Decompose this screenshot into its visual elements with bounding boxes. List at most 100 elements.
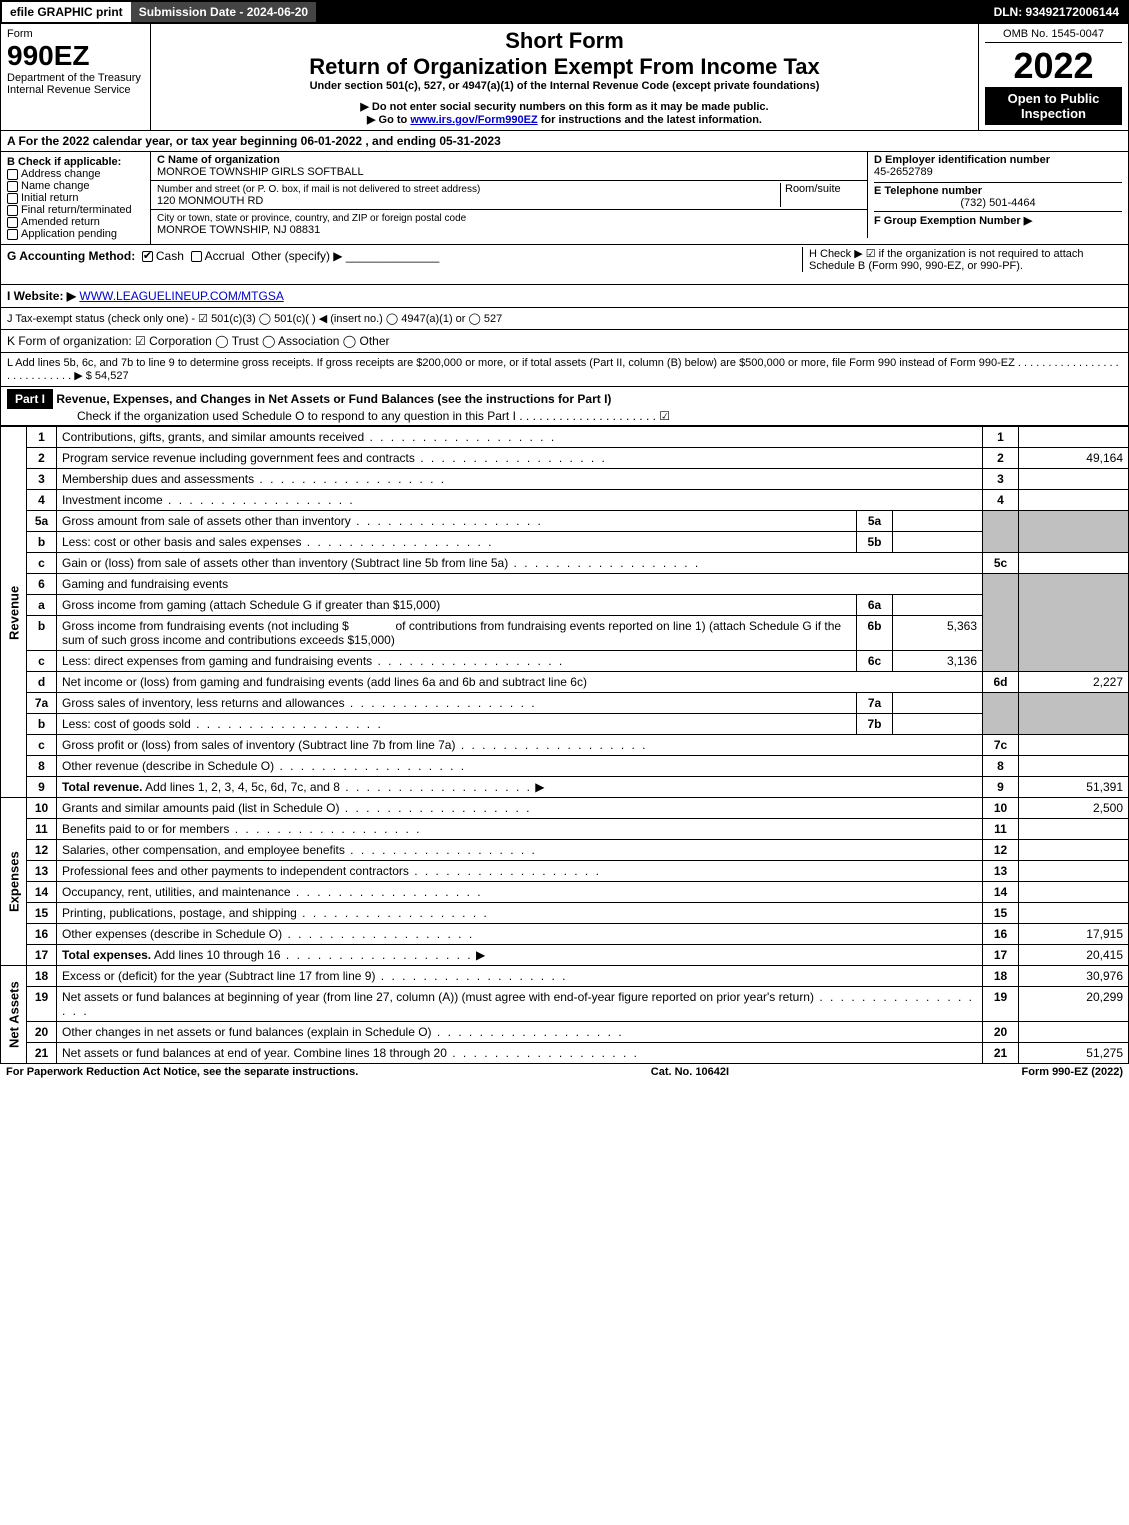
label-cash: Cash bbox=[156, 249, 184, 263]
line-1-box: 1 bbox=[983, 427, 1019, 448]
line-19-box: 19 bbox=[983, 987, 1019, 1022]
topbar: efile GRAPHIC print Submission Date - 20… bbox=[0, 0, 1129, 24]
check-accrual[interactable] bbox=[191, 251, 202, 262]
label-amended-return: Amended return bbox=[21, 216, 100, 228]
line-17-num: 17 bbox=[27, 945, 57, 966]
line-6c-num: c bbox=[27, 651, 57, 672]
section-b: B Check if applicable: Address change Na… bbox=[1, 152, 151, 244]
line-12-desc: Salaries, other compensation, and employ… bbox=[62, 843, 537, 857]
line-7c-amt bbox=[1019, 735, 1129, 756]
check-cash[interactable] bbox=[142, 251, 153, 262]
org-name: MONROE TOWNSHIP GIRLS SOFTBALL bbox=[157, 166, 364, 178]
line-21-box: 21 bbox=[983, 1043, 1019, 1064]
label-final-return: Final return/terminated bbox=[21, 204, 132, 216]
line-16-num: 16 bbox=[27, 924, 57, 945]
open-public: Open to Public Inspection bbox=[985, 87, 1122, 125]
label-initial-return: Initial return bbox=[21, 192, 78, 204]
header-left: Form 990EZ Department of the Treasury In… bbox=[1, 24, 151, 130]
line-9-desc-bold: Total revenue. bbox=[62, 780, 142, 794]
line-4-amt bbox=[1019, 490, 1129, 511]
check-application-pending[interactable] bbox=[7, 229, 18, 240]
line-13-num: 13 bbox=[27, 861, 57, 882]
line-9-box: 9 bbox=[983, 777, 1019, 798]
line-6-num: 6 bbox=[27, 574, 57, 595]
line-8-box: 8 bbox=[983, 756, 1019, 777]
check-initial-return[interactable] bbox=[7, 193, 18, 204]
line-10-num: 10 bbox=[27, 798, 57, 819]
line-5c-desc: Gain or (loss) from sale of assets other… bbox=[62, 556, 700, 570]
footer-mid: Cat. No. 10642I bbox=[651, 1066, 729, 1078]
line-7a-num: 7a bbox=[27, 693, 57, 714]
line-6d-num: d bbox=[27, 672, 57, 693]
line-4-desc: Investment income bbox=[62, 493, 355, 507]
room-suite: Room/suite bbox=[781, 183, 861, 207]
line-5b-midnum: 5b bbox=[857, 532, 893, 553]
line-6b-midamt: 5,363 bbox=[893, 616, 983, 651]
subtitle-2: ▶ Do not enter social security numbers o… bbox=[159, 100, 970, 113]
section-e: E Telephone number (732) 501-4464 bbox=[874, 183, 1122, 212]
line-6b-desc: Gross income from fundraising events (no… bbox=[57, 616, 857, 651]
line-18-box: 18 bbox=[983, 966, 1019, 987]
line-1-amt bbox=[1019, 427, 1129, 448]
line-6d-desc: Net income or (loss) from gaming and fun… bbox=[57, 672, 983, 693]
shaded-7-amt bbox=[1019, 693, 1129, 735]
line-7a-desc: Gross sales of inventory, less returns a… bbox=[62, 696, 537, 710]
line-21-amt: 51,275 bbox=[1019, 1043, 1129, 1064]
line-10-desc: Grants and similar amounts paid (list in… bbox=[62, 801, 531, 815]
line-5b-midamt bbox=[893, 532, 983, 553]
line-21-desc: Net assets or fund balances at end of ye… bbox=[62, 1046, 639, 1060]
shaded-5 bbox=[983, 511, 1019, 553]
part1-check: Check if the organization used Schedule … bbox=[7, 409, 670, 423]
check-amended-return[interactable] bbox=[7, 217, 18, 228]
dept-label: Department of the Treasury Internal Reve… bbox=[7, 72, 144, 96]
city-label: City or town, state or province, country… bbox=[157, 213, 466, 224]
ein-value: 45-2652789 bbox=[874, 166, 933, 178]
line-20-amt bbox=[1019, 1022, 1129, 1043]
label-other: Other (specify) ▶ bbox=[251, 249, 342, 263]
check-name-change[interactable] bbox=[7, 181, 18, 192]
line-3-amt bbox=[1019, 469, 1129, 490]
line-8-desc: Other revenue (describe in Schedule O) bbox=[62, 759, 466, 773]
line-6a-midnum: 6a bbox=[857, 595, 893, 616]
line-17-desc-bold: Total expenses. bbox=[62, 948, 151, 962]
org-name-label: C Name of organization bbox=[157, 154, 280, 166]
section-c-name: C Name of organization MONROE TOWNSHIP G… bbox=[151, 152, 867, 181]
line-12-num: 12 bbox=[27, 840, 57, 861]
subtitle-3: ▶ Go to www.irs.gov/Form990EZ for instru… bbox=[159, 113, 970, 126]
section-a-text: A For the 2022 calendar year, or tax yea… bbox=[7, 134, 501, 148]
line-17-box: 17 bbox=[983, 945, 1019, 966]
check-final-return[interactable] bbox=[7, 205, 18, 216]
shaded-6-amt bbox=[1019, 574, 1129, 672]
expenses-group-label: Expenses bbox=[1, 798, 27, 966]
irs-link[interactable]: www.irs.gov/Form990EZ bbox=[410, 114, 537, 126]
line-11-amt bbox=[1019, 819, 1129, 840]
line-6c-midamt: 3,136 bbox=[893, 651, 983, 672]
label-application-pending: Application pending bbox=[21, 228, 117, 240]
line-16-desc: Other expenses (describe in Schedule O) bbox=[62, 927, 474, 941]
line-6d-amt: 2,227 bbox=[1019, 672, 1129, 693]
footer-right: Form 990-EZ (2022) bbox=[1022, 1066, 1124, 1078]
line-13-amt bbox=[1019, 861, 1129, 882]
sections-cdef: C Name of organization MONROE TOWNSHIP G… bbox=[151, 152, 1128, 244]
line-15-num: 15 bbox=[27, 903, 57, 924]
section-d: D Employer identification number 45-2652… bbox=[874, 154, 1122, 183]
line-5c-box: 5c bbox=[983, 553, 1019, 574]
addr-value: 120 MONMOUTH RD bbox=[157, 195, 263, 207]
section-g: G Accounting Method: Cash Accrual Other … bbox=[0, 245, 1129, 285]
line-3-box: 3 bbox=[983, 469, 1019, 490]
line-14-box: 14 bbox=[983, 882, 1019, 903]
line-20-box: 20 bbox=[983, 1022, 1019, 1043]
line-18-amt: 30,976 bbox=[1019, 966, 1129, 987]
section-f: F Group Exemption Number ▶ bbox=[874, 212, 1122, 227]
check-address-change[interactable] bbox=[7, 169, 18, 180]
line-5a-midamt bbox=[893, 511, 983, 532]
line-15-box: 15 bbox=[983, 903, 1019, 924]
form-header: Form 990EZ Department of the Treasury In… bbox=[0, 24, 1129, 131]
line-9-num: 9 bbox=[27, 777, 57, 798]
line-5b-num: b bbox=[27, 532, 57, 553]
line-6-desc: Gaming and fundraising events bbox=[57, 574, 983, 595]
line-7b-midamt bbox=[893, 714, 983, 735]
website-link[interactable]: WWW.LEAGUELINEUP.COM/MTGSA bbox=[79, 289, 283, 303]
line-20-num: 20 bbox=[27, 1022, 57, 1043]
line-8-num: 8 bbox=[27, 756, 57, 777]
